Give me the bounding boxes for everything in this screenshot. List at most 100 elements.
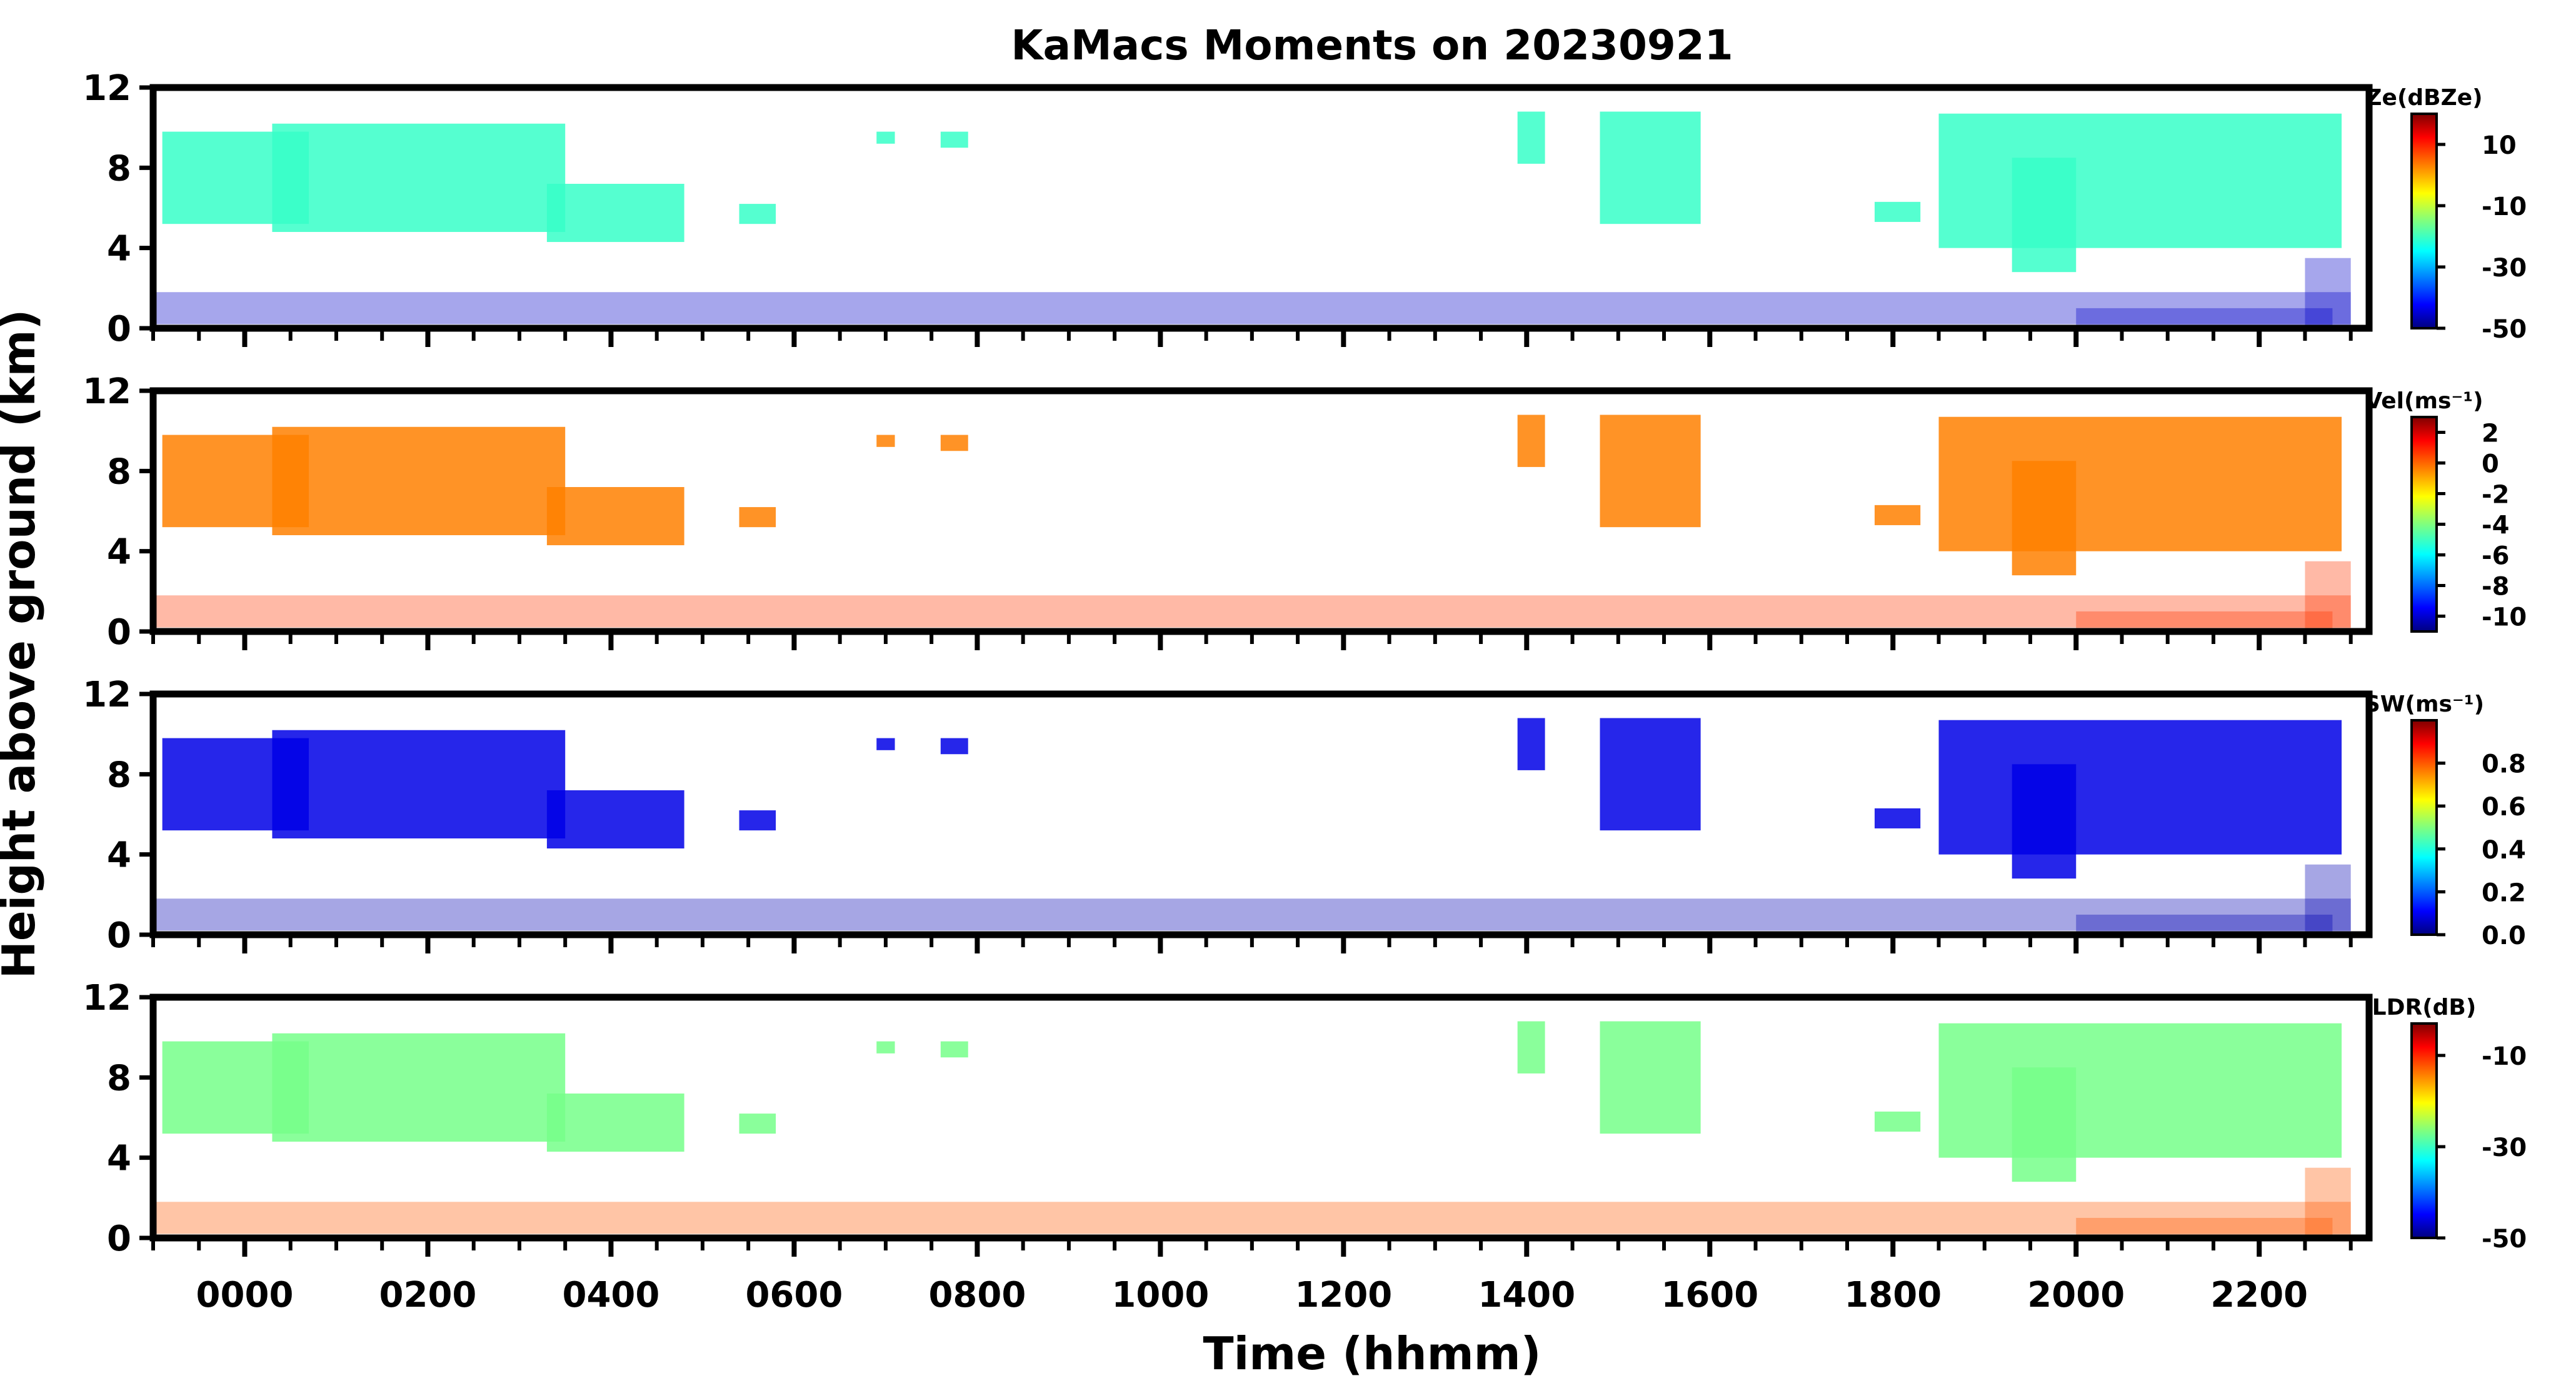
colorbar-tick-label: -30 <box>2482 1134 2527 1162</box>
echo-region <box>546 790 684 849</box>
colorbar-tick-label: -30 <box>2482 254 2527 283</box>
x-tick-label: 1400 <box>1478 1275 1575 1315</box>
y-tick-label: 0 <box>107 915 131 956</box>
echo-region <box>1874 1111 1921 1132</box>
y-tick-label: 12 <box>83 978 131 1018</box>
boundary-layer-echo <box>2076 1217 2333 1236</box>
echo-region <box>739 810 776 831</box>
x-tick-label: 0400 <box>563 1275 660 1315</box>
y-tick-label: 12 <box>83 68 131 109</box>
echo-region <box>876 738 895 750</box>
colorbar-tick-label: 0.0 <box>2482 922 2526 950</box>
y-tick-label: 4 <box>107 835 131 876</box>
echo-region <box>940 1041 968 1058</box>
echo-region <box>1874 201 1921 222</box>
colorbar-tick-label: -8 <box>2482 573 2509 601</box>
echo-region <box>1874 808 1921 828</box>
panel-ldr: 0 4 8 12 0000 0200 0400 0600 0800 1000 1200 1400 160… <box>83 978 2527 1315</box>
echo-region <box>1600 415 1701 528</box>
echo-region <box>1938 416 2342 551</box>
colorbar-tick-label: 0 <box>2482 450 2499 479</box>
echo-region <box>1600 111 1701 224</box>
x-tick-label: 1600 <box>1661 1275 1758 1315</box>
y-tick-label: 4 <box>107 1139 131 1179</box>
echo-region <box>1517 415 1545 467</box>
echo-region <box>272 123 566 232</box>
echo-region <box>739 507 776 528</box>
y-tick-label: 8 <box>107 755 131 795</box>
chart-title: KaMacs Moments on 20230921 <box>1011 21 1733 69</box>
panel-frame <box>149 84 2373 332</box>
boundary-layer-echo <box>2305 561 2351 631</box>
echo-region <box>876 131 895 144</box>
y-tick-label: 0 <box>107 1219 131 1259</box>
echo-region <box>2012 1067 2077 1182</box>
y-tick-label: 8 <box>107 1058 131 1099</box>
echo-region <box>2012 764 2077 879</box>
x-tick-label: 0200 <box>379 1275 477 1315</box>
panel-frame <box>149 387 2373 635</box>
x-tick-label: 2000 <box>2027 1275 2125 1315</box>
colorbar <box>2410 1022 2438 1239</box>
echo-region <box>1938 1023 2342 1158</box>
echo-region <box>1517 718 1545 770</box>
x-tick-label: 1800 <box>1844 1275 1942 1315</box>
y-tick-label: 8 <box>107 451 131 492</box>
echo-region <box>546 487 684 546</box>
boundary-layer-echo <box>153 898 2351 931</box>
colorbar-tick-label: 2 <box>2482 420 2499 448</box>
echo-region <box>940 738 968 755</box>
colorbar-tick-label: 0.2 <box>2482 878 2526 907</box>
panel-frame <box>149 690 2373 938</box>
boundary-layer-echo <box>2076 914 2333 933</box>
echo-region <box>546 1094 684 1152</box>
echo-region <box>1874 505 1921 525</box>
boundary-layer-echo <box>2305 1167 2351 1238</box>
colorbar-tick-label: 0.8 <box>2482 750 2526 779</box>
y-tick-label: 8 <box>107 148 131 189</box>
x-tick-label: 1200 <box>1295 1275 1392 1315</box>
panel-ze: 0 4 8 12 10 -10 -30 -50 Ze(dBZe) <box>83 68 2527 350</box>
echo-region <box>1938 113 2342 248</box>
y-tick-label: 4 <box>107 229 131 269</box>
colorbar-tick-label: -10 <box>2482 1042 2527 1071</box>
x-tick-label: 0000 <box>196 1275 294 1315</box>
colorbar-tick-label: -2 <box>2482 481 2509 510</box>
colorbar <box>2410 416 2438 633</box>
echo-region <box>272 730 566 838</box>
echo-region <box>940 435 968 451</box>
colorbar-tick-label: -4 <box>2482 511 2509 540</box>
echo-region <box>739 204 776 224</box>
boundary-layer-echo <box>153 292 2351 324</box>
x-tick-label: 0600 <box>745 1275 843 1315</box>
echo-region <box>876 1041 895 1054</box>
colorbar-tick-label: -10 <box>2482 193 2527 221</box>
echo-region <box>876 435 895 447</box>
echo-region <box>1517 1021 1545 1074</box>
panels: 0481210-10-30-50Ze(dBZe)0481220-2-4-6-8-… <box>83 68 2527 1315</box>
echo-region <box>1938 720 2342 855</box>
colorbar-tick-label: -50 <box>2482 315 2527 344</box>
x-tick-label: 1000 <box>1111 1275 1209 1315</box>
colorbar-tick-label: -10 <box>2482 603 2527 632</box>
echo-region <box>272 426 566 535</box>
colorbar <box>2410 113 2438 329</box>
y-tick-label: 12 <box>83 675 131 715</box>
echo-region <box>272 1033 566 1142</box>
colorbar-label: Vel(ms⁻¹) <box>2365 388 2483 414</box>
y-tick-label: 12 <box>83 371 131 412</box>
y-tick-label: 0 <box>107 612 131 653</box>
x-axis-label: Time (hhmm) <box>1203 1327 1541 1380</box>
colorbar-tick-label: 0.6 <box>2482 793 2526 822</box>
boundary-layer-echo <box>2076 611 2333 630</box>
panel-sw: 0 4 8 12 0.8 0.6 0.4 0.2 0.0 SW(ms⁻¹) <box>83 675 2526 956</box>
echo-region <box>940 131 968 148</box>
echo-region <box>2012 461 2077 576</box>
y-tick-label: 0 <box>107 309 131 350</box>
boundary-layer-echo <box>153 1202 2351 1234</box>
colorbar-label: Ze(dBZe) <box>2365 85 2482 111</box>
boundary-layer-echo <box>2305 864 2351 935</box>
colorbar-tick-label: 10 <box>2482 131 2517 160</box>
